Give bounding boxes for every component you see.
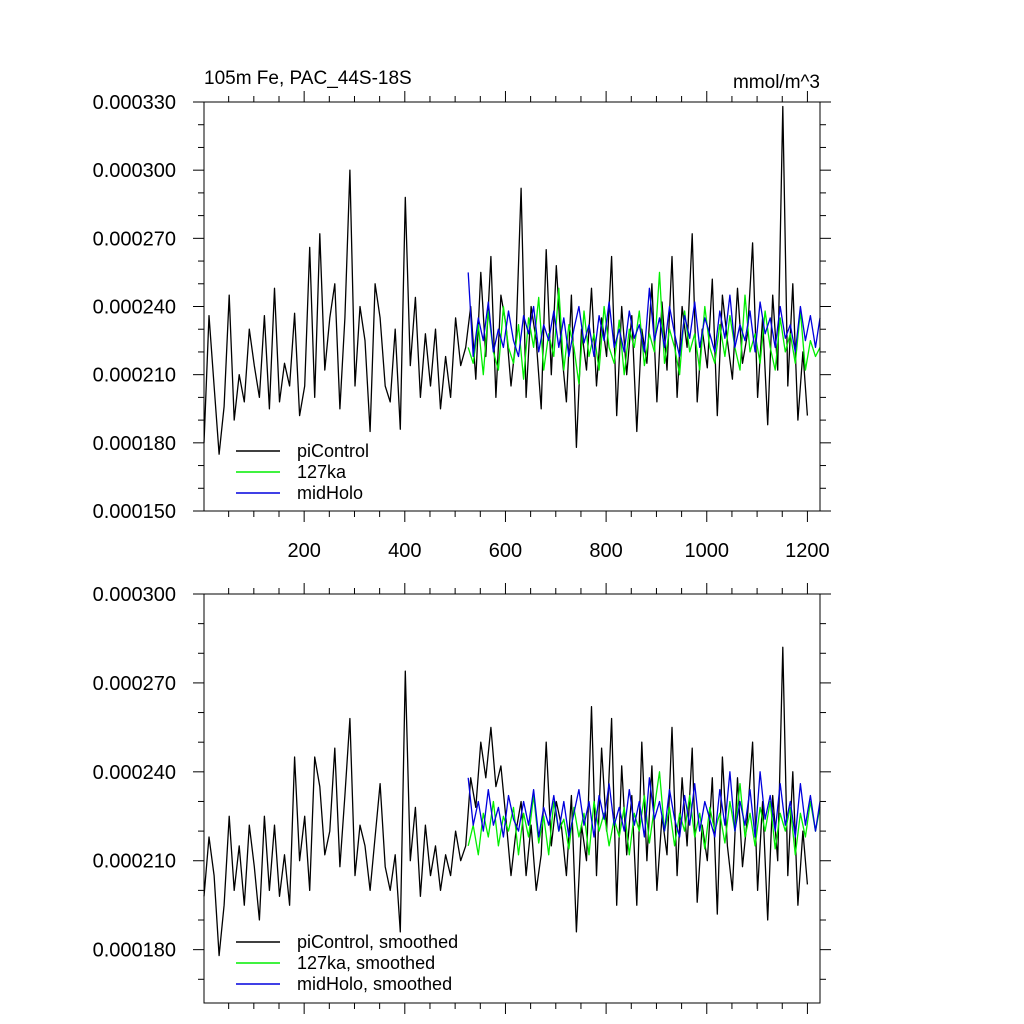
series-line-midholo-smoothed [467,771,821,838]
legend-label: midHolo, smoothed [297,974,452,994]
y-tick-label: 0.000270 [93,228,176,250]
legend-label: piControl, smoothed [297,932,458,952]
y-tick-label: 0.000210 [93,851,176,873]
y-tick-label: 0.000270 [93,673,176,695]
y-tick-label: 0.000180 [93,940,176,962]
y-tick-label: 0.000300 [93,160,176,182]
y-tick-label: 0.000210 [93,365,176,387]
y-tick-label: 0.000150 [93,501,176,523]
legend-label: 127ka, smoothed [297,953,435,973]
legend-label: piControl [297,441,369,461]
series-line-picontrol [203,105,809,455]
series-line-picontrol-smoothed [203,646,809,957]
y-tick-label: 0.000240 [93,297,176,319]
x-tick-label: 1200 [785,540,830,562]
y-tick-label: 0.000330 [93,92,176,114]
chart-panel-1: 200 400 600 800 1000 1200 0.000150 0.000180 0.00… [93,68,831,562]
x-tick-label: 200 [287,540,320,562]
chart-title: 105m Fe, PAC_44S-18S [204,68,412,89]
x-tick-label: 1000 [685,540,730,562]
plot-frame [203,593,821,1004]
y-tick-label: 0.000240 [93,762,176,784]
x-tick-label: 400 [388,540,421,562]
series-line-midholo [467,272,821,358]
x-tick-label: 600 [489,540,522,562]
x-tick-label: 800 [589,540,622,562]
y-tick-label: 0.000180 [93,433,176,455]
legend-label: midHolo [297,483,363,503]
y-tick-label: 0.000300 [93,584,176,606]
chart-panel-2: 0.000180 0.000210 0.000240 0.000270 0.000300… [93,583,831,1014]
units-label: mmol/m^3 [733,72,820,93]
legend-label: 127ka [297,462,347,482]
series-line-127ka-smoothed [467,771,821,856]
series-line-127ka [467,271,821,385]
